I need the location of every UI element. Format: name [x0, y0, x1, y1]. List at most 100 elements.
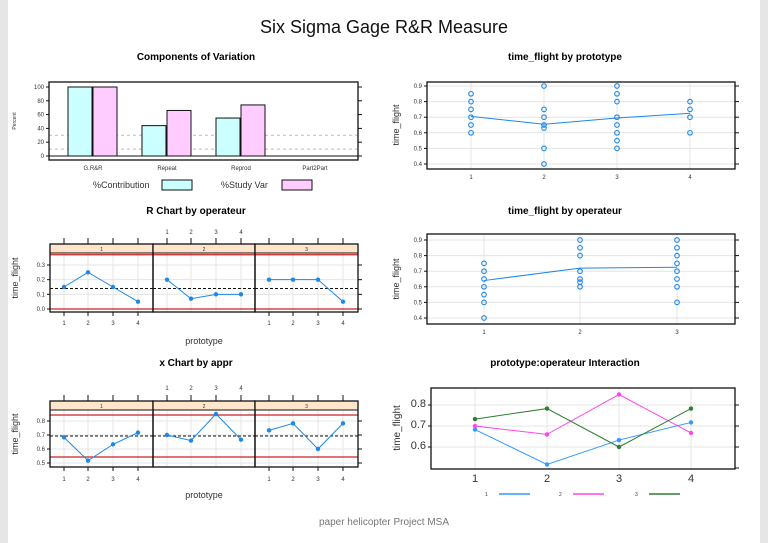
- by-prototype-point: [541, 145, 547, 152]
- x-chart-x-tick-label: 3: [316, 477, 320, 483]
- x-chart-y-axis-tick-label: 0.6: [37, 447, 46, 453]
- interaction-line-2: [474, 393, 692, 435]
- x-chart-point: [110, 442, 116, 447]
- by-prototype-point: [614, 98, 620, 105]
- legend-label-1: 1: [485, 492, 488, 498]
- r-chart-strip-label: 2: [203, 247, 206, 253]
- r-chart-series-line: [269, 279, 344, 303]
- by-operateur-point: [481, 299, 487, 306]
- r-chart-x-tick-label: 3: [111, 321, 115, 327]
- x-chart-point: [85, 458, 91, 463]
- x-chart-point: [315, 446, 321, 452]
- by-operateur-point: [674, 237, 680, 243]
- r-chart-point: [164, 277, 170, 282]
- x-chart-x-tick-label: 4: [239, 386, 243, 392]
- x-chart-x-tick-label: 1: [267, 477, 271, 483]
- by-operateur-point: [674, 276, 680, 282]
- x-chart-y-axis-tick-label: 0.8: [37, 419, 46, 425]
- by-operateur-point: [577, 268, 583, 275]
- ylabel-time-flight-2: time_flight: [10, 257, 20, 299]
- panel-title-components: Components of Variation: [137, 52, 255, 63]
- y-axis-percent-tick-label: 20: [37, 140, 44, 146]
- by-prototype-point: [614, 90, 620, 97]
- y-axis-percent-tick-label: 100: [34, 85, 45, 91]
- by-prototype-point: [687, 98, 693, 105]
- by-operateur-point: [577, 283, 583, 290]
- footer-caption: paper helicopter Project MSA: [319, 517, 449, 528]
- by-prototype-point: [687, 129, 693, 136]
- x-chart-point: [266, 428, 272, 433]
- by-operateur-x-tick-label: 2: [578, 330, 582, 336]
- by-prototype-x-tick-label: 3: [615, 175, 619, 181]
- by-operateur-point: [674, 252, 680, 259]
- main-title: Six Sigma Gage R&R Measure: [260, 17, 508, 37]
- panel-title-by-prototype: time_flight by prototype: [508, 52, 622, 63]
- by-prototype-point: [614, 122, 620, 128]
- interaction-point-2: [688, 430, 694, 436]
- r-chart-y-axis-tick-label: 0.0: [37, 307, 46, 313]
- x-chart-strip-label: 3: [305, 404, 308, 410]
- by-operateur-y-axis-tick-label: 0.8: [414, 254, 423, 260]
- category-label: Reprod: [231, 166, 251, 172]
- x-chart-y-axis-tick-label: 0.5: [37, 461, 46, 467]
- by-prototype-point: [541, 161, 547, 167]
- x-chart-x-tick-label: 2: [189, 386, 193, 392]
- by-operateur-x-tick-label: 1: [482, 330, 486, 336]
- by-prototype-x-tick-label: 4: [688, 175, 692, 181]
- by-prototype-y-axis-tick-label: 0.8: [414, 100, 423, 106]
- by-prototype-y-axis-tick-label: 0.4: [414, 162, 423, 168]
- by-prototype-point: [468, 106, 474, 113]
- by-prototype-y-axis-tick-label: 0.7: [414, 115, 423, 121]
- r-chart-x-tick-label: 1: [62, 321, 66, 327]
- bar-G.R&R-contribution: [67, 86, 93, 157]
- ylabel-time-flight-3: time_flight: [391, 258, 401, 300]
- x-chart-x-tick-label: 2: [86, 477, 90, 483]
- interaction-point-3: [688, 406, 694, 411]
- r-chart-point: [315, 277, 321, 282]
- legend-studyvar-swatch: [281, 179, 313, 191]
- by-prototype-x-tick-label: 2: [542, 175, 546, 181]
- r-chart-strip-label: 3: [305, 247, 308, 253]
- r-chart-point: [290, 277, 296, 282]
- x-chart-strip-label: 1: [100, 404, 103, 410]
- r-chart-x-tick-label: 1: [165, 230, 169, 236]
- by-operateur-point: [674, 268, 680, 275]
- by-operateur-point: [577, 276, 583, 282]
- by-prototype-point: [468, 129, 474, 136]
- by-prototype-y-axis-tick-label: 0.9: [414, 84, 423, 90]
- r-chart-point: [340, 299, 346, 304]
- category-label: Repeat: [157, 166, 177, 172]
- x-chart-point: [135, 430, 141, 435]
- by-operateur-point: [674, 299, 680, 306]
- by-operateur-y-axis-tick-label: 0.7: [414, 269, 423, 275]
- x-chart-point: [164, 432, 170, 438]
- x-chart-series-line: [166, 413, 242, 442]
- by-operateur-y-axis-tick-label: 0.4: [414, 316, 423, 322]
- by-operateur-y-axis-tick-label: 0.5: [414, 300, 423, 306]
- interaction-point-1: [688, 420, 694, 425]
- by-prototype-point: [468, 90, 474, 97]
- by-operateur-y-axis-tick-label: 0.9: [414, 238, 423, 244]
- x-chart-point: [290, 421, 296, 426]
- interaction-frame: [430, 387, 736, 470]
- xlabel-prototype-x: prototype: [185, 490, 223, 500]
- bar-G.R&R-study-var: [92, 86, 118, 157]
- x-chart-point: [61, 435, 67, 440]
- x-chart-strip-label: 2: [203, 404, 206, 410]
- interaction-x-tick-label: 4: [688, 473, 694, 485]
- r-chart-x-tick-label: 1: [267, 321, 271, 327]
- y-axis-percent-tick-label: 60: [37, 113, 44, 119]
- bar-Repeat-contribution: [141, 125, 167, 157]
- bar-Reprod-contribution: [215, 117, 241, 157]
- legend-studyvar-label: %Study Var: [221, 180, 268, 190]
- x-chart-series-line: [268, 422, 344, 450]
- x-chart-point: [188, 438, 194, 443]
- by-operateur-point: [481, 315, 487, 321]
- left-border: [0, 0, 8, 543]
- r-chart-x-tick-label: 2: [86, 321, 90, 327]
- interaction-point-3: [544, 406, 550, 411]
- r-chart-x-tick-label: 3: [316, 321, 320, 327]
- interaction-point-1: [616, 437, 622, 443]
- y-axis-percent-tick-label: 0: [41, 154, 45, 160]
- r-chart-panel-frame: [254, 243, 359, 313]
